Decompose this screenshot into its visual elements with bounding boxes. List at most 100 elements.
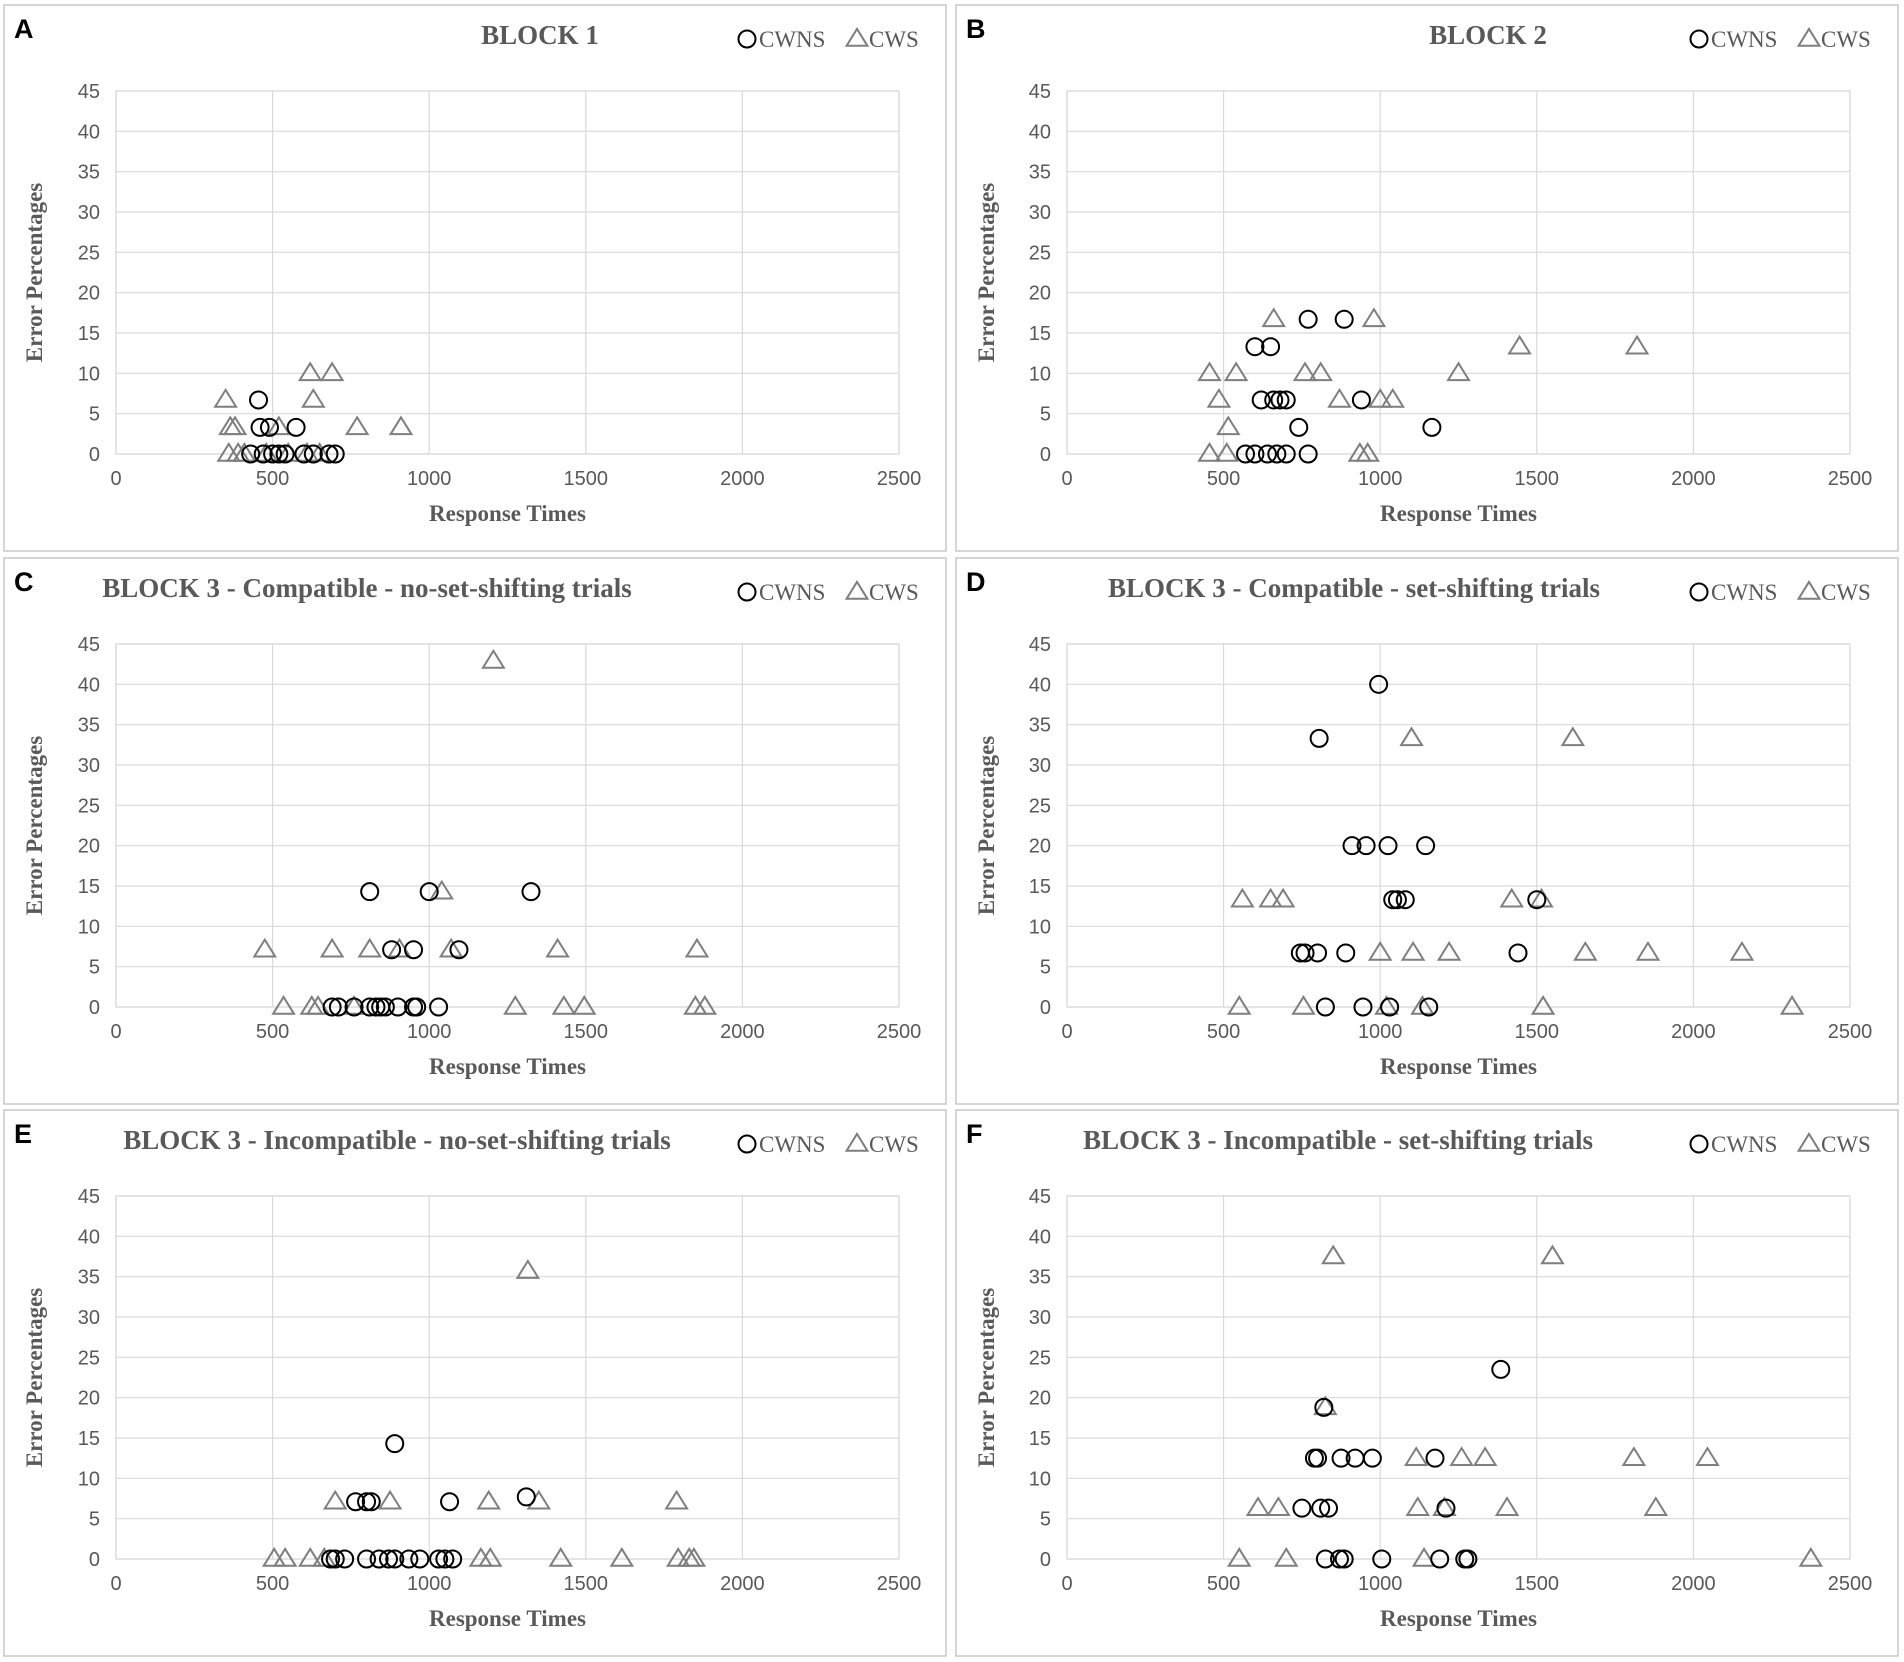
y-tick-label: 25 <box>78 1347 100 1369</box>
data-point-cwns <box>1251 390 1271 410</box>
data-point-cwns <box>440 1492 460 1512</box>
data-point-cws <box>1624 334 1650 355</box>
legend: CWNS CWS <box>1689 1132 1871 1157</box>
chart-title: BLOCK 3 - Compatible - set-shifting tria… <box>1108 573 1600 603</box>
data-point-cws <box>1206 388 1232 408</box>
x-tick-label: 2000 <box>1671 1021 1716 1043</box>
x-tick-label: 0 <box>1061 468 1072 490</box>
y-tick-label: 40 <box>78 121 100 143</box>
gridlines <box>1066 90 1851 455</box>
x-tick-label: 1500 <box>564 1021 609 1043</box>
data-point-cws <box>548 1547 573 1567</box>
data-point-cws <box>551 995 577 1015</box>
data-point-cwns <box>1257 444 1277 464</box>
legend-marker-cws <box>1796 580 1822 600</box>
y-tick-label: 25 <box>78 795 100 817</box>
x-tick-label: 0 <box>1061 1021 1072 1043</box>
data-point-cwns <box>360 882 380 902</box>
gridlines <box>1066 643 1851 1008</box>
chart-title: BLOCK 3 - Compatible - no-set-shifting t… <box>102 573 632 603</box>
data-point-cwns <box>322 997 342 1017</box>
data-point-cws <box>252 937 278 958</box>
x-tick-label: 500 <box>1207 468 1240 490</box>
data-point-cws <box>1274 1547 1299 1567</box>
gridlines <box>115 643 900 1008</box>
panel-b: 0 5 10 15 20 25 30 35 40 45 0 500 1000 1500 2000 2500 Re… <box>955 4 1899 552</box>
data-point-cws <box>1245 1496 1271 1516</box>
data-point-cwns <box>1508 943 1528 963</box>
data-point-cwns <box>375 997 395 1017</box>
data-point-cwns <box>1315 997 1335 1017</box>
x-tick-label: 500 <box>256 468 289 490</box>
y-tick-label: 20 <box>78 836 100 858</box>
data-point-cws <box>1446 361 1471 382</box>
plot-area <box>1066 643 1851 1008</box>
data-point-cwns <box>325 1549 345 1569</box>
data-point-cwns <box>357 1492 377 1512</box>
data-point-cwns <box>1395 890 1415 910</box>
y-tick-label: 0 <box>89 997 100 1019</box>
y-tick-label: 10 <box>1029 1468 1051 1490</box>
y-tick-label: 45 <box>78 81 100 103</box>
x-tick-label: 0 <box>110 1021 121 1043</box>
data-point-cwns <box>1422 417 1442 437</box>
legend-marker-cwns <box>737 1134 757 1154</box>
y-tick-label: 30 <box>78 202 100 224</box>
data-point-cwns <box>1491 1359 1511 1379</box>
data-point-cws <box>681 1547 707 1567</box>
data-point-cws <box>1258 887 1283 908</box>
y-tick-label: 25 <box>1029 1347 1051 1369</box>
y-axis-title: Error Percentages <box>974 736 999 916</box>
chart-title: BLOCK 1 <box>481 20 599 50</box>
data-point-cwns <box>1334 1549 1354 1569</box>
x-tick-label: 1500 <box>1515 1573 1560 1595</box>
y-tick-label: 30 <box>78 1307 100 1329</box>
data-point-cws <box>213 388 238 408</box>
x-axis-title: Response Times <box>1380 501 1537 526</box>
data-point-cwns <box>1261 337 1281 357</box>
data-point-cws <box>1261 307 1286 328</box>
chart-title: BLOCK 3 - Incompatible - set-shifting tr… <box>1083 1125 1593 1155</box>
data-point-cwns <box>1308 1448 1328 1468</box>
data-point-cwns <box>263 444 283 464</box>
data-point-cwns <box>275 444 295 464</box>
data-point-cws <box>692 995 718 1015</box>
y-tick-label: 45 <box>78 1186 100 1208</box>
data-point-cwns <box>516 1487 536 1507</box>
data-point-cwns <box>325 444 345 464</box>
data-point-cwns <box>1245 337 1265 357</box>
data-point-cwns <box>1311 1498 1331 1518</box>
data-point-cwns <box>1378 836 1398 856</box>
data-point-cws <box>1197 361 1222 382</box>
data-point-cwns <box>335 1549 355 1569</box>
x-tick-label: 2000 <box>1671 1573 1716 1595</box>
data-point-cws <box>1779 995 1805 1015</box>
data-point-cws <box>1355 442 1380 462</box>
y-tick-label: 45 <box>1029 634 1051 656</box>
panel-d: 0 5 10 15 20 25 30 35 40 45 0 500 1000 1500 2000 2500 Re… <box>955 557 1899 1105</box>
data-point-cwns <box>407 997 427 1017</box>
y-tick-label: 35 <box>78 162 100 184</box>
x-tick-label: 2500 <box>877 1021 922 1043</box>
y-axis-title: Error Percentages <box>22 1288 47 1468</box>
panel-letter: B <box>966 14 986 44</box>
x-axis-title: Response Times <box>429 501 586 526</box>
x-tick-label: 500 <box>1207 1573 1240 1595</box>
data-point-cws <box>1216 415 1241 436</box>
plot-area <box>115 643 900 1008</box>
data-point-cwns <box>253 444 273 464</box>
data-point-cws <box>1320 1244 1346 1265</box>
data-point-cws <box>266 415 292 436</box>
legend-label-cws: CWS <box>1821 580 1871 605</box>
x-tick-label: 2000 <box>1671 468 1716 490</box>
data-point-cws <box>1230 887 1255 908</box>
legend-label-cwns: CWNS <box>759 1132 825 1157</box>
legend-label-cws: CWS <box>869 580 919 605</box>
data-point-cws <box>1403 1446 1429 1466</box>
data-point-cws <box>1540 1244 1565 1265</box>
data-point-cwns <box>1342 836 1362 856</box>
y-tick-label: 40 <box>78 1226 100 1248</box>
data-point-cws <box>1432 1496 1457 1516</box>
y-axis-title: Error Percentages <box>974 1288 999 1468</box>
